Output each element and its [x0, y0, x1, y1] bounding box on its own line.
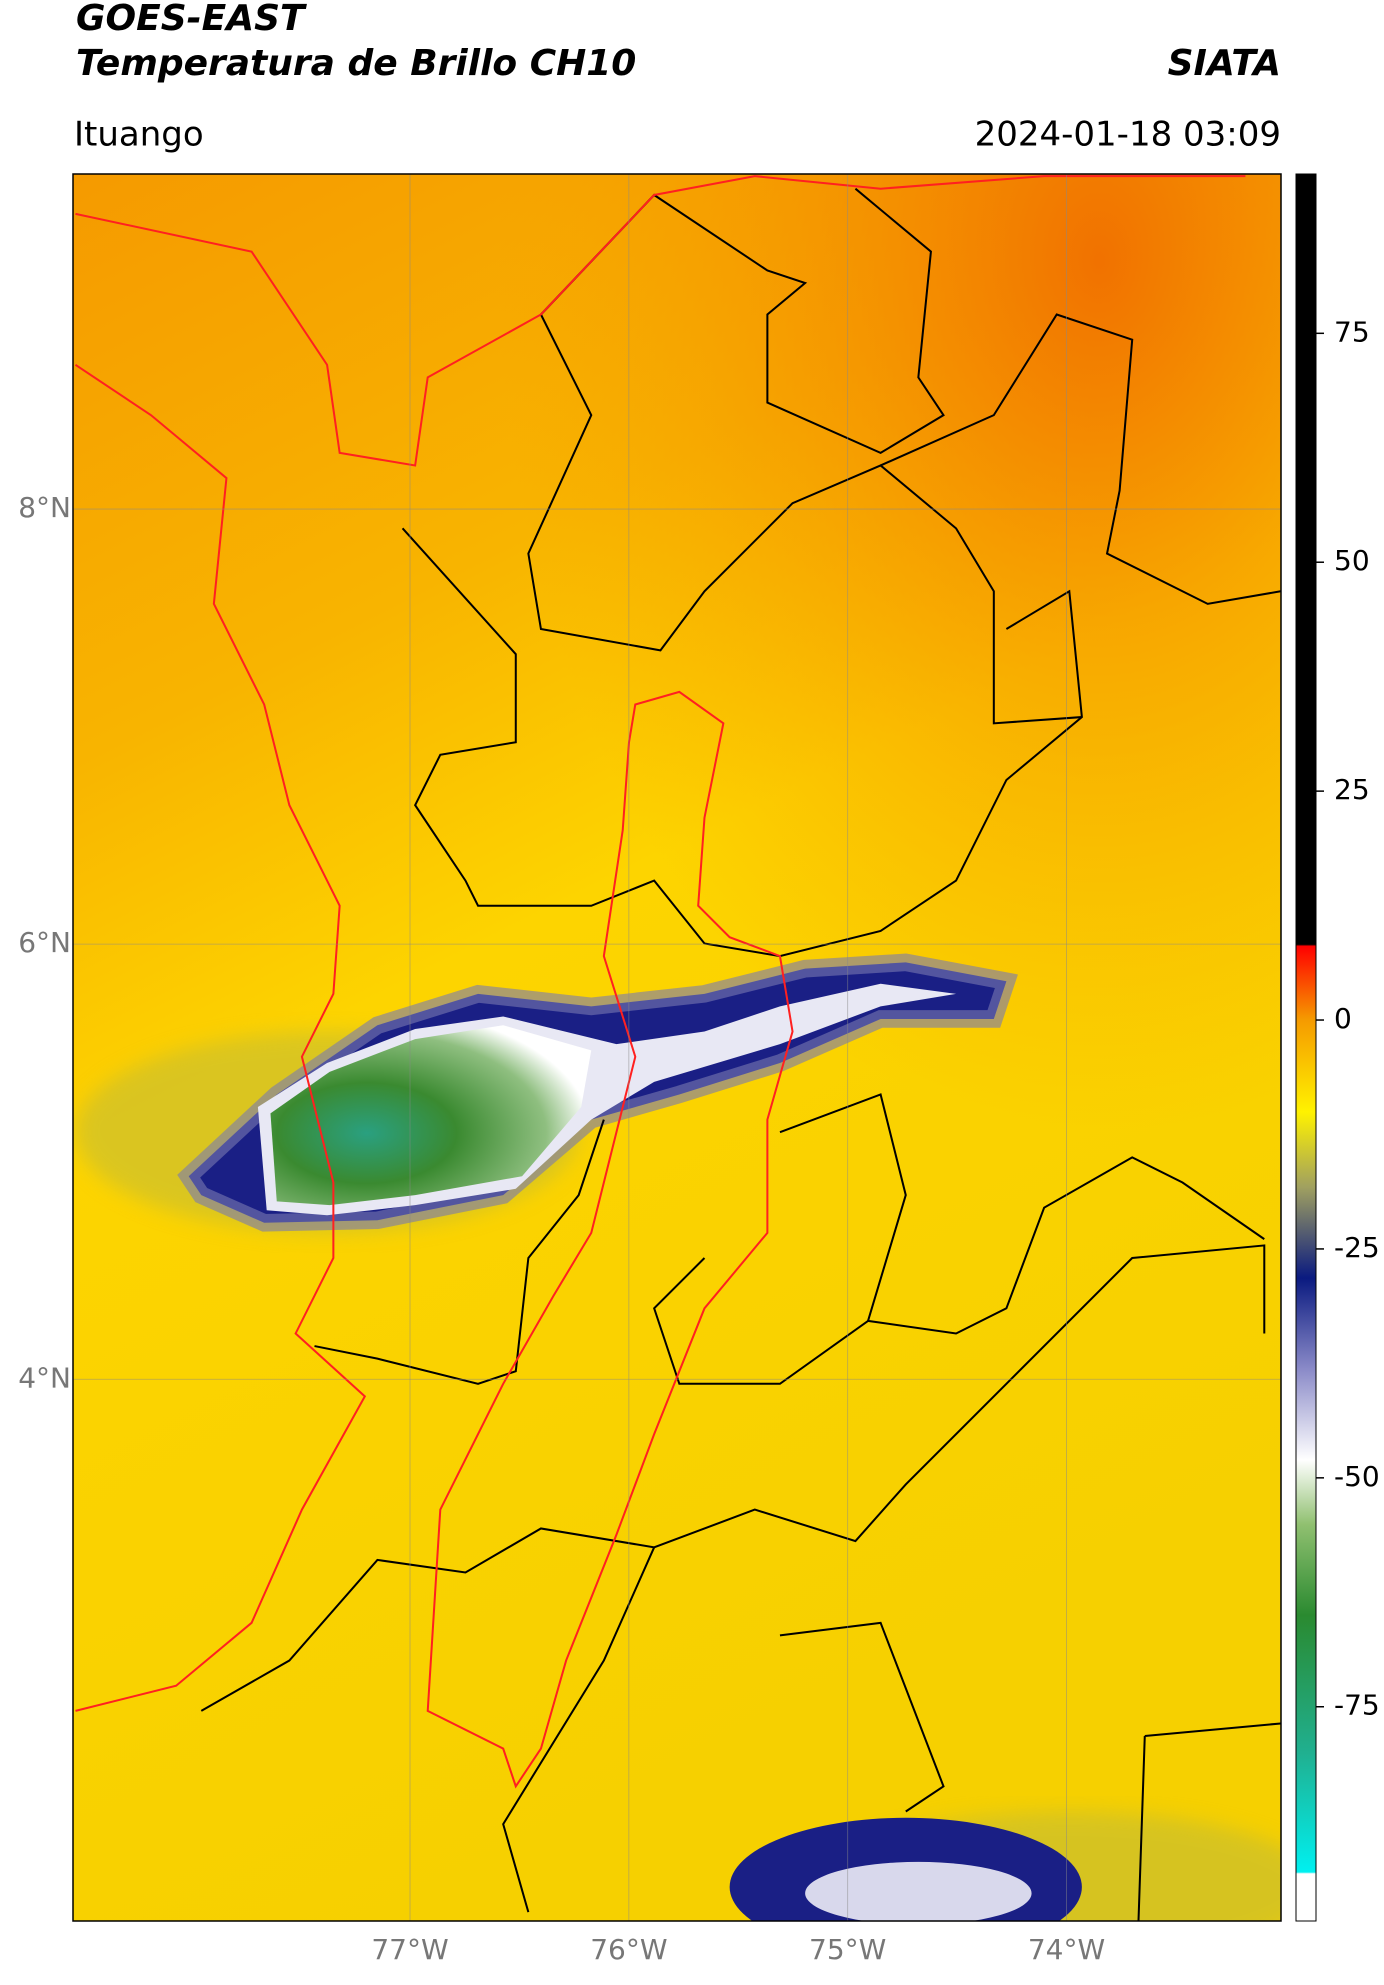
colorbar-tick-label: -50: [1334, 1460, 1380, 1493]
x-tick-label: 74°W: [1028, 1933, 1105, 1966]
y-tick-label: 6°N: [18, 926, 71, 959]
subtitle: Temperatura de Brillo CH10: [76, 43, 636, 84]
brand: SIATA: [1168, 43, 1281, 84]
colorbar-tick-label: 50: [1334, 544, 1370, 577]
title: GOES-EAST: [76, 0, 307, 39]
x-tick-label: 77°W: [371, 1933, 448, 1966]
graticule: 77°W 76°W 75°W 74°W 4°N 6°N 8°N: [18, 174, 1281, 1966]
colorbar-tick-label: 0: [1334, 1002, 1352, 1035]
y-tick-label: 8°N: [18, 491, 71, 524]
colorbar-tick-label: -75: [1334, 1689, 1380, 1722]
timestamp: 2024-01-18 03:09: [975, 115, 1281, 155]
location: Ituango: [74, 115, 204, 155]
colorbar-tick-label: -25: [1334, 1231, 1380, 1264]
y-tick-label: 4°N: [18, 1361, 71, 1394]
map-image: [73, 174, 1281, 1921]
x-tick-label: 75°W: [809, 1933, 886, 1966]
colorbar-tick-label: 25: [1334, 773, 1370, 806]
colorbar-tick-label: 75: [1334, 315, 1370, 348]
map-frame: [72, 173, 1282, 1922]
colorbar-axis: -75 -50 -25 0 25 50 75: [1316, 315, 1380, 1722]
x-tick-label: 76°W: [590, 1933, 667, 1966]
colorbar: [1295, 173, 1317, 1922]
